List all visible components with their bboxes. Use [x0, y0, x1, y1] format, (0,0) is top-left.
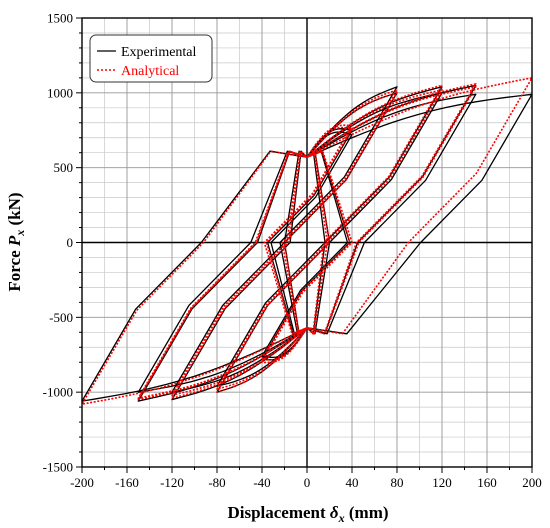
legend-experimental-label: Experimental — [121, 45, 197, 60]
legend: Experimental Analytical — [89, 34, 213, 83]
y-tick-label: 1500 — [47, 11, 73, 26]
y-tick-label: -1000 — [43, 385, 73, 400]
x-tick-label: 80 — [391, 475, 404, 490]
x-tick-label: -120 — [160, 475, 184, 490]
y-tick-label: 0 — [67, 235, 74, 250]
hysteresis-loop-analytical — [171, 84, 443, 399]
x-tick-label: -80 — [208, 475, 225, 490]
legend-box — [89, 34, 213, 83]
x-tick-label: 200 — [522, 475, 542, 490]
zero-axis-lines — [82, 18, 532, 467]
y-tick-label: 500 — [54, 160, 74, 175]
x-tick-label: 40 — [346, 475, 359, 490]
x-tick-label: -160 — [115, 475, 139, 490]
x-axis-title: Displacement δx (mm) — [227, 503, 388, 525]
y-axis-title: Force Px (kN) — [5, 192, 27, 291]
y-tick-labels: -1500 -1000 -500 0 500 1000 1500 — [43, 11, 73, 475]
hysteresis-curves — [81, 77, 533, 405]
y-tick-label: -1500 — [43, 460, 73, 475]
x-tick-label: 120 — [432, 475, 452, 490]
x-tick-label: -200 — [70, 475, 94, 490]
x-tick-labels: -200 -160 -120 -80 -40 0 40 80 120 160 200 — [70, 475, 542, 490]
y-tick-label: -500 — [49, 310, 73, 325]
legend-analytical-label: Analytical — [121, 64, 179, 79]
hysteresis-loop-analytical — [81, 77, 533, 405]
x-tick-label: -40 — [253, 475, 270, 490]
x-tick-label: 0 — [304, 475, 311, 490]
hysteresis-loop-analytical — [261, 126, 353, 361]
hysteresis-loop-analytical — [216, 89, 398, 393]
tick-marks — [76, 17, 533, 473]
x-tick-label: 160 — [477, 475, 497, 490]
y-tick-label: 1000 — [47, 85, 73, 100]
